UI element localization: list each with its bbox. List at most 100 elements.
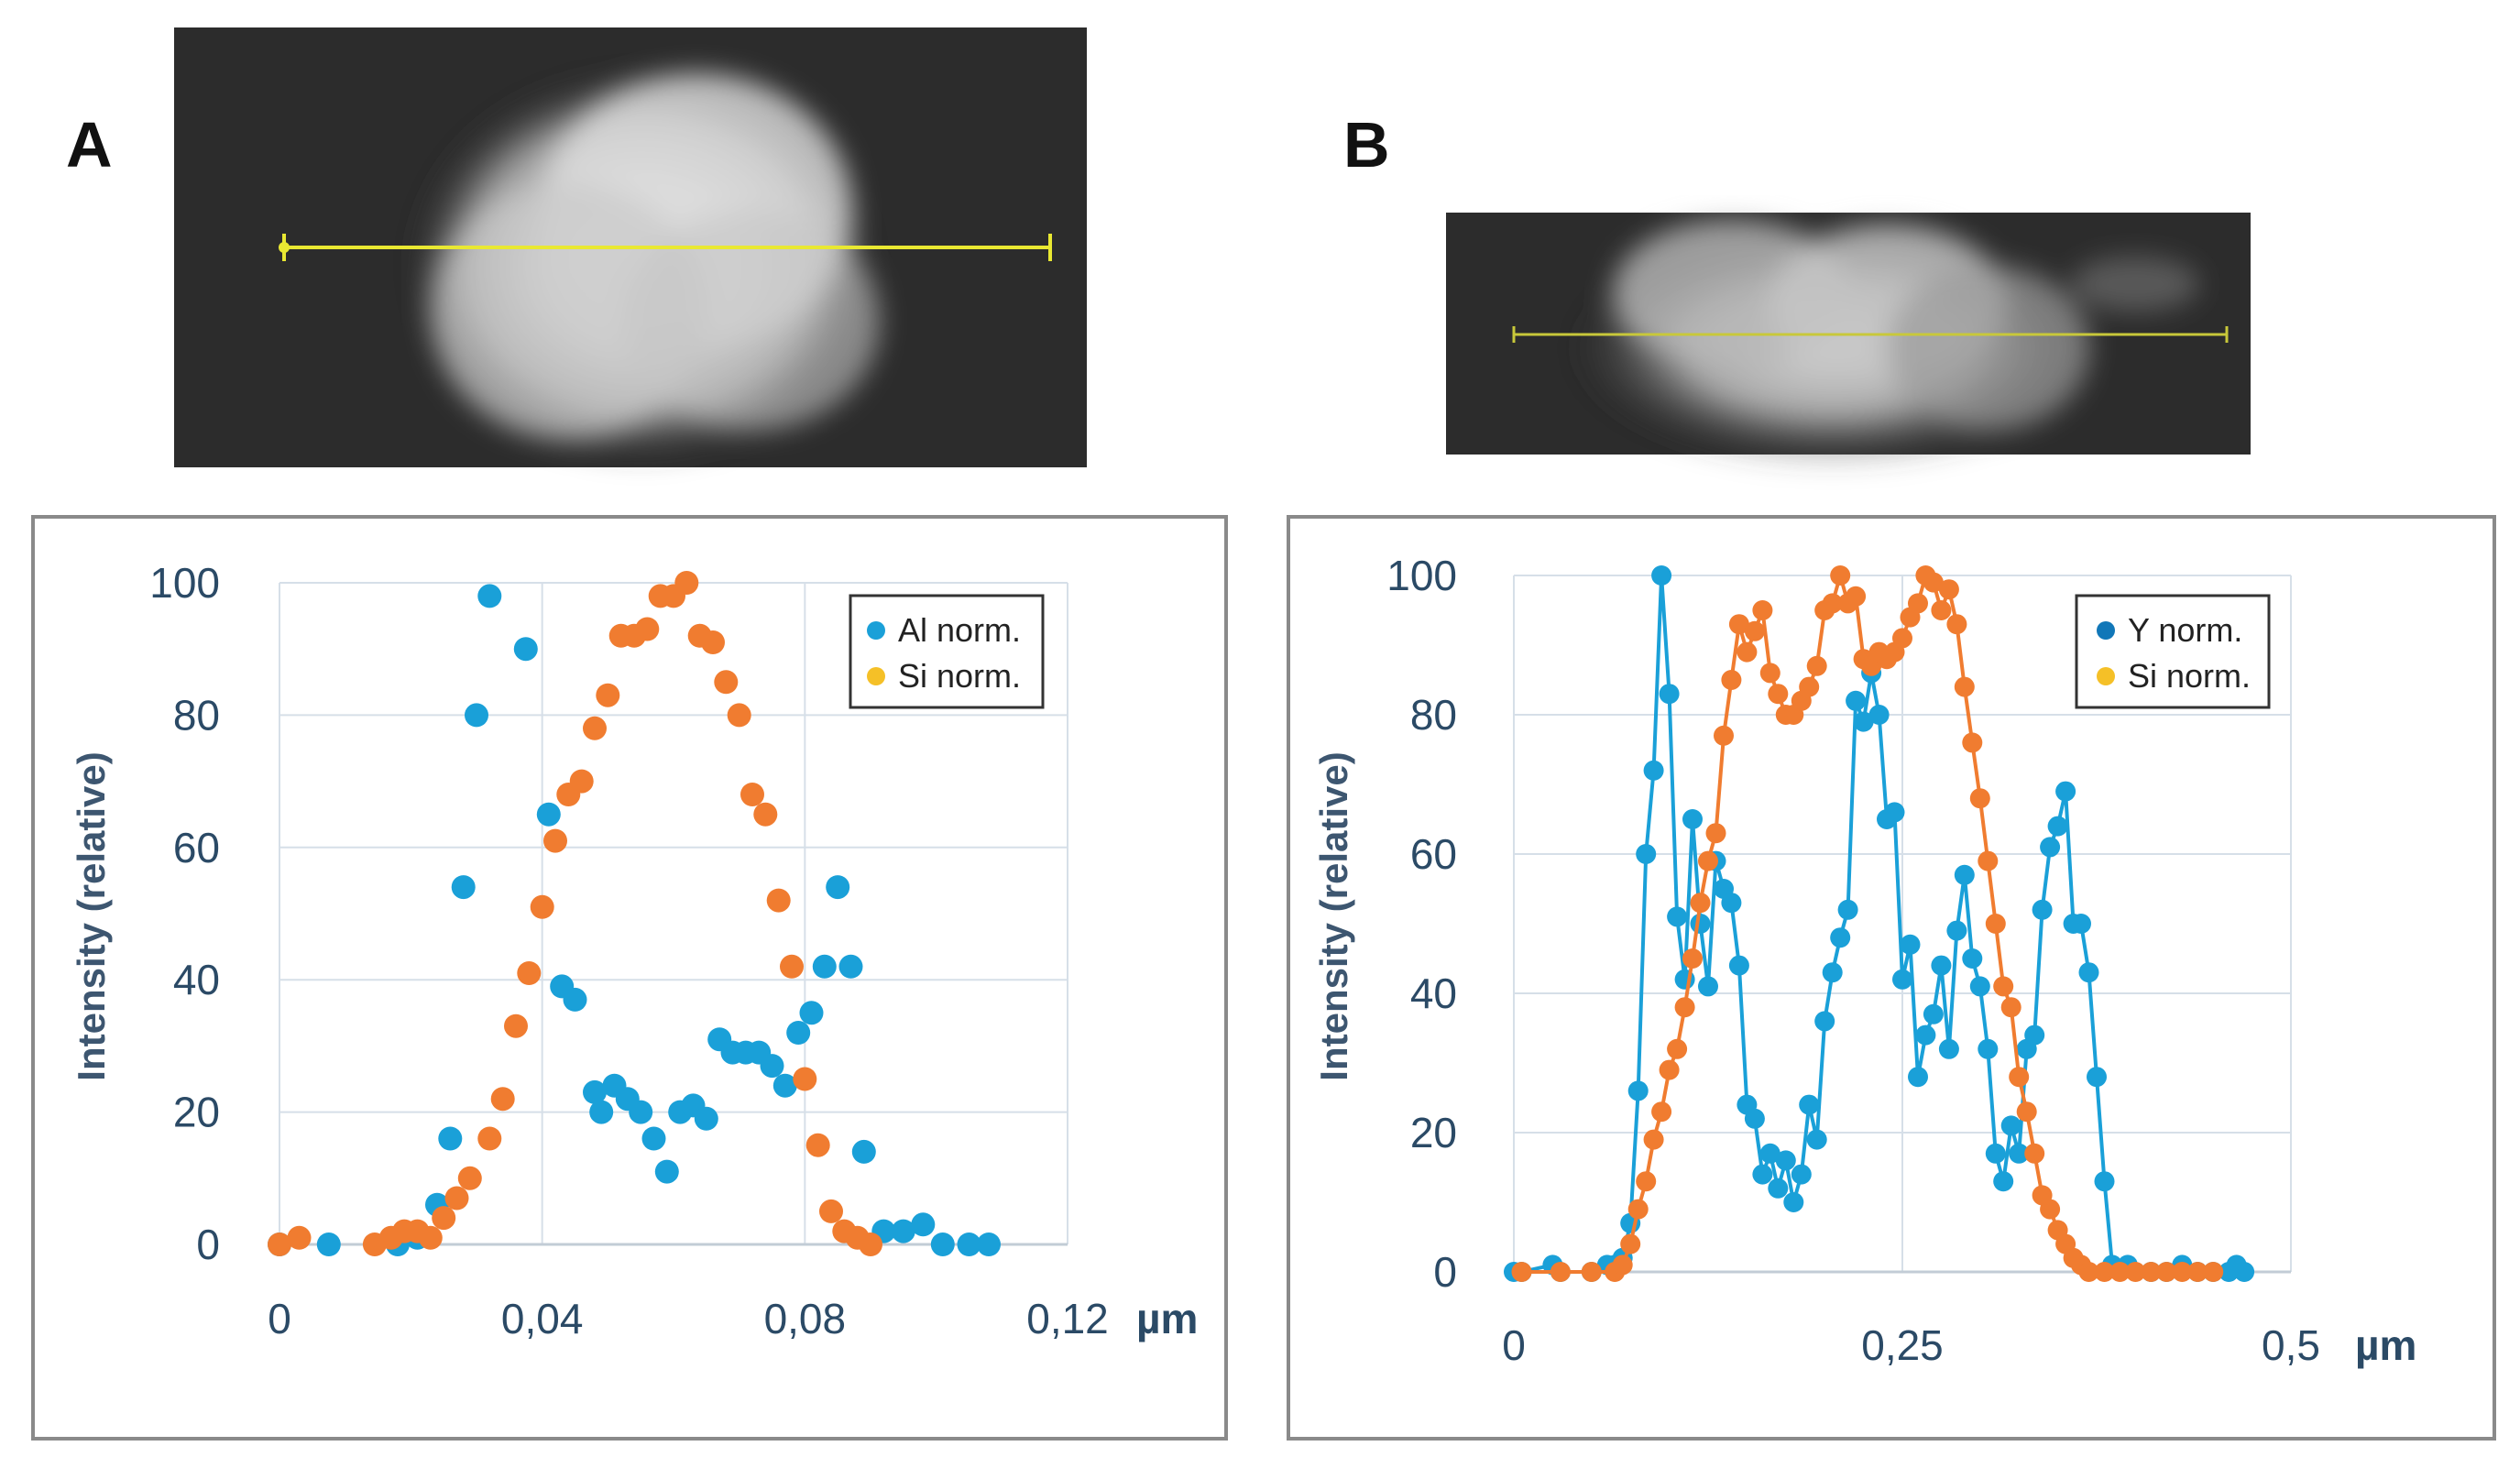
chart-a-xtick-label: 0: [268, 1295, 291, 1342]
chart-b-point-si-norm: [2078, 1262, 2099, 1282]
chart-b-point-y-norm: [1759, 1143, 1780, 1164]
chart-a-point-si-norm: [793, 1067, 817, 1091]
chart-b-point-si-norm: [1620, 1233, 1641, 1254]
chart-a-point-si-norm: [859, 1232, 882, 1256]
chart-b-point-y-norm: [2047, 816, 2068, 837]
chart-b-point-si-norm: [2040, 1199, 2061, 1220]
chart-a-point-al-norm: [465, 703, 488, 728]
chart-b-point-y-norm: [1969, 976, 1990, 997]
chart-b-point-y-norm: [1938, 1038, 1959, 1059]
chart-a-point-si-norm: [819, 1199, 843, 1223]
chart-b-unit: µm: [2355, 1321, 2416, 1369]
chart-b-point-y-norm: [1728, 955, 1749, 976]
chart-b-point-si-norm: [2094, 1262, 2115, 1282]
chart-b-point-si-norm: [1938, 579, 1959, 600]
chart-b-point-y-norm: [1752, 1164, 1773, 1185]
chart-a-point-al-norm: [786, 1021, 811, 1045]
legend-label-si-b: Si norm.: [2128, 657, 2251, 695]
chart-b-point-si-norm: [2009, 1067, 2030, 1088]
chart-b-ytick-label: 20: [1410, 1109, 1457, 1156]
chart-b-point-si-norm: [2125, 1262, 2146, 1282]
chart-b-point-y-norm: [2071, 914, 2091, 934]
chart-a-point-al-norm: [316, 1232, 341, 1256]
chart-a-ytick-label: 100: [149, 559, 220, 607]
chart-b-point-si-norm: [1908, 593, 1928, 614]
chart-b-point-y-norm: [1682, 809, 1703, 829]
chart-a-point-al-norm: [799, 1001, 824, 1025]
chart-b-point-si-norm: [1768, 684, 1789, 705]
chart-b-point-y-norm: [1993, 1171, 2014, 1192]
chart-b-point-si-norm: [1511, 1262, 1532, 1282]
chart-b-point-si-norm: [1799, 676, 1820, 697]
chart-b-point-si-norm: [2109, 1262, 2131, 1282]
stem-image-b: [1446, 213, 2251, 467]
chart-a-point-si-norm: [753, 802, 778, 827]
chart-b-point-si-norm: [1659, 1059, 1680, 1080]
legend-swatch-si-b: [2097, 667, 2115, 685]
chart-b-point-y-norm: [2000, 1115, 2021, 1136]
chart-a-point-si-norm: [517, 961, 542, 985]
chart-b-point-si-norm: [1993, 976, 2014, 997]
chart-a-point-si-norm: [268, 1232, 291, 1256]
legend-swatch-al: [867, 621, 885, 640]
chart-b-point-y-norm: [1978, 1038, 1999, 1059]
chart-b-point-y-norm: [1853, 711, 1874, 732]
chart-a: 0 0,04 0,08 0,12 0 20 40 60 80 100 Intensity (rel…: [70, 559, 1198, 1342]
chart-b-point-si-norm: [2000, 997, 2021, 1018]
chart-a-point-al-norm: [536, 802, 561, 827]
chart-b-point-y-norm: [1659, 684, 1680, 705]
chart-a-point-si-norm: [596, 683, 620, 707]
chart-b-frame: [1287, 515, 2496, 1441]
chart-b-point-y-norm: [1667, 906, 1688, 927]
chart-b-point-y-norm: [1698, 976, 1718, 997]
legend-label-y: Y norm.: [2128, 611, 2242, 649]
chart-b-ylabel: Intensity (relative): [1312, 751, 1355, 1080]
chart-b-point-y-norm: [1768, 1178, 1789, 1199]
chart-b-point-si-norm: [1651, 1101, 1672, 1123]
chart-b-ytick-label: 40: [1410, 970, 1457, 1017]
chart-a-point-si-norm: [530, 894, 554, 919]
chart-b-point-si-norm: [1744, 620, 1765, 641]
line-scan-marker-a: [279, 234, 1052, 261]
chart-b-point-y-norm: [1822, 962, 1843, 983]
chart-b-point-si-norm: [1752, 600, 1773, 620]
chart-b-point-si-norm: [1667, 1038, 1688, 1059]
chart-a-point-al-norm: [838, 954, 863, 979]
chart-a-point-si-norm: [444, 1186, 469, 1211]
line-scan-marker-b: [1512, 326, 2229, 343]
chart-b-point-y-norm: [2009, 1143, 2030, 1164]
chart-b-point-y-norm: [1814, 1011, 1835, 1032]
chart-a-ylabel: Intensity (relative): [70, 751, 113, 1080]
chart-a-point-al-norm: [589, 1100, 614, 1124]
chart-b-point-y-norm: [1900, 934, 1921, 955]
chart-a-point-si-norm: [287, 1225, 312, 1250]
chart-a-point-si-norm: [457, 1166, 482, 1190]
panel-b-letter: B: [1343, 109, 1390, 181]
chart-b-point-y-norm: [1846, 690, 1867, 711]
chart-a-point-al-norm: [438, 1126, 463, 1151]
chart-a-point-al-norm: [477, 584, 502, 608]
chart-b-point-si-norm: [1822, 593, 1843, 614]
legend-swatch-si-a: [867, 667, 885, 685]
chart-a-point-si-norm: [727, 703, 751, 728]
legend-label-al: Al norm.: [898, 611, 1021, 649]
chart-a-point-si-norm: [701, 630, 725, 654]
chart-b-ytick-label: 0: [1433, 1248, 1457, 1296]
chart-a-ytick-label: 0: [196, 1221, 220, 1268]
chart-a-point-si-norm: [583, 716, 607, 740]
chart-b-point-si-norm: [1705, 823, 1726, 844]
chart-b-point-y-norm: [1830, 927, 1851, 948]
chart-b-point-y-norm: [1985, 1143, 2006, 1164]
chart-a-ytick-label: 80: [173, 691, 220, 739]
chart-a-unit: µm: [1136, 1295, 1198, 1342]
chart-a-point-si-norm: [674, 571, 699, 595]
chart-a-point-si-norm: [780, 954, 804, 979]
chart-b-point-y-norm: [1931, 955, 1952, 976]
chart-b-xtick-label: 0: [1502, 1321, 1526, 1369]
chart-a-point-si-norm: [805, 1133, 830, 1157]
chart-b-point-si-norm: [1846, 586, 1867, 607]
chart-a-point-al-norm: [629, 1100, 653, 1124]
chart-a-point-si-norm: [504, 1013, 528, 1038]
chart-a-point-al-norm: [826, 875, 850, 900]
chart-b-point-si-norm: [1714, 725, 1734, 746]
